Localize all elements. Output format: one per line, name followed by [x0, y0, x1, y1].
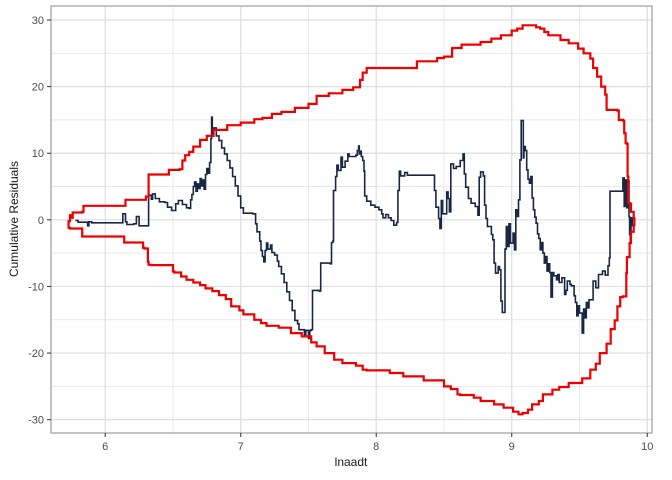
y-tick-label: -30 [28, 415, 44, 427]
y-tick-label: -10 [28, 281, 44, 293]
y-tick-label: 30 [32, 15, 44, 27]
y-tick-label: 0 [38, 215, 44, 227]
x-tick-label: 8 [373, 441, 379, 453]
x-axis-title: lnaadt [334, 455, 368, 469]
y-tick-label: -20 [28, 348, 44, 360]
y-axis-title: Cumulative Residuals [7, 160, 21, 278]
x-tick-label: 6 [102, 441, 108, 453]
y-tick-label: 10 [32, 148, 44, 160]
x-tick-label: 10 [641, 441, 653, 453]
x-tick-label: 9 [509, 441, 515, 453]
observed-cumulative-residuals [75, 116, 634, 340]
y-tick-label: 20 [32, 82, 44, 94]
simulation-envelope [67, 24, 636, 416]
x-tick-label: 7 [238, 441, 244, 453]
